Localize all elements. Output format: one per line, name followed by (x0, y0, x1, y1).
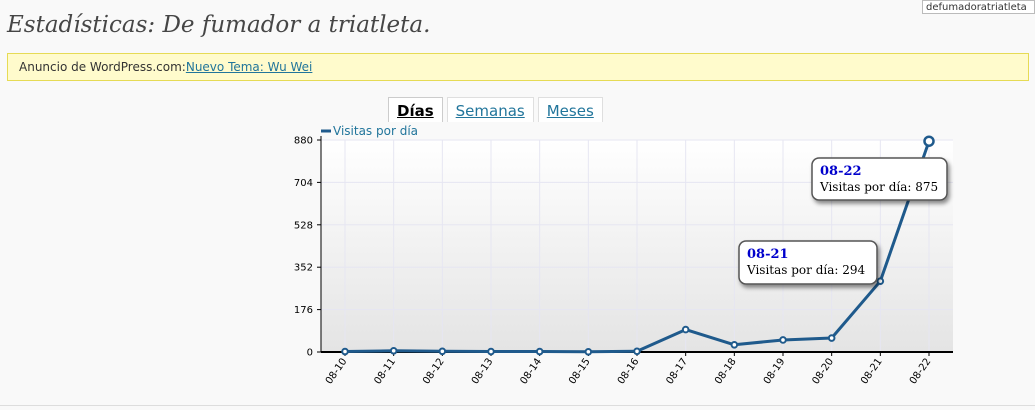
legend-label: Visitas por día (333, 124, 418, 138)
data-point (535, 347, 544, 356)
x-tick-label: 08-12 (421, 356, 447, 386)
x-tick-label: 08-10 (324, 356, 350, 386)
blog-selector[interactable]: defumadoratriatleta (922, 0, 1035, 14)
series-visits (341, 135, 935, 356)
period-tabs: Días Semanas Meses (388, 97, 603, 123)
y-tick-label: 176 (294, 305, 313, 316)
data-point (730, 340, 739, 349)
y-tick-label: 352 (294, 263, 313, 274)
tooltip-box (811, 157, 948, 201)
x-tick-label: 08-20 (810, 356, 836, 386)
x-tick-label: 08-11 (372, 356, 398, 386)
data-point (827, 334, 836, 342)
notice-prefix: Anuncio de WordPress.com: (19, 60, 186, 74)
tab-weeks[interactable]: Semanas (446, 97, 534, 122)
tooltip-date: 08-21 (747, 247, 789, 262)
x-tick-label: 08-15 (567, 356, 593, 386)
x-tick-label: 08-19 (762, 356, 788, 386)
data-point (487, 347, 495, 356)
tooltip-date: 08-22 (820, 164, 862, 179)
bottom-divider (0, 405, 1035, 406)
data-point (779, 336, 787, 344)
x-tick-label: 08-21 (859, 356, 885, 386)
tooltip-text: Visitas por día: 875 (819, 180, 938, 194)
data-point (923, 135, 935, 147)
x-tick-label: 08-18 (713, 356, 739, 386)
tooltip-text: Visitas por día: 294 (746, 263, 865, 277)
tab-months[interactable]: Meses (537, 97, 603, 122)
x-tick-label: 08-14 (518, 356, 544, 386)
chart-legend: Visitas por día (321, 124, 418, 138)
data-point (341, 347, 349, 356)
x-tick-label: 08-17 (664, 356, 690, 386)
y-axis-ticks: 0 176 352 528 704 880 (294, 136, 321, 359)
y-tick-label: 704 (294, 178, 313, 189)
data-point (876, 277, 885, 285)
x-tick-label: 08-16 (616, 356, 642, 386)
tooltip-box (738, 240, 878, 285)
data-point (438, 347, 447, 356)
tab-days[interactable]: Días (388, 97, 443, 122)
notice-link[interactable]: Nuevo Tema: Wu Wei (185, 60, 313, 74)
x-tick-label: 08-13 (470, 356, 496, 386)
announcement-notice: Anuncio de WordPress.com:Nuevo Tema: Wu … (7, 53, 1029, 81)
y-tick-label: 880 (294, 136, 313, 147)
data-point (681, 325, 690, 334)
y-tick-label: 528 (294, 220, 313, 231)
x-axis-ticks: 08-10 08-11 08-12 08-13 08-14 08-15 08-16 08-17… (324, 352, 934, 387)
data-point (389, 346, 398, 355)
x-tick-label: 08-22 (908, 356, 934, 386)
data-point (633, 347, 641, 356)
data-point (584, 347, 593, 356)
y-tick-label: 0 (307, 348, 313, 359)
page-title: Estadísticas: De fumador a triatleta. (7, 12, 431, 38)
